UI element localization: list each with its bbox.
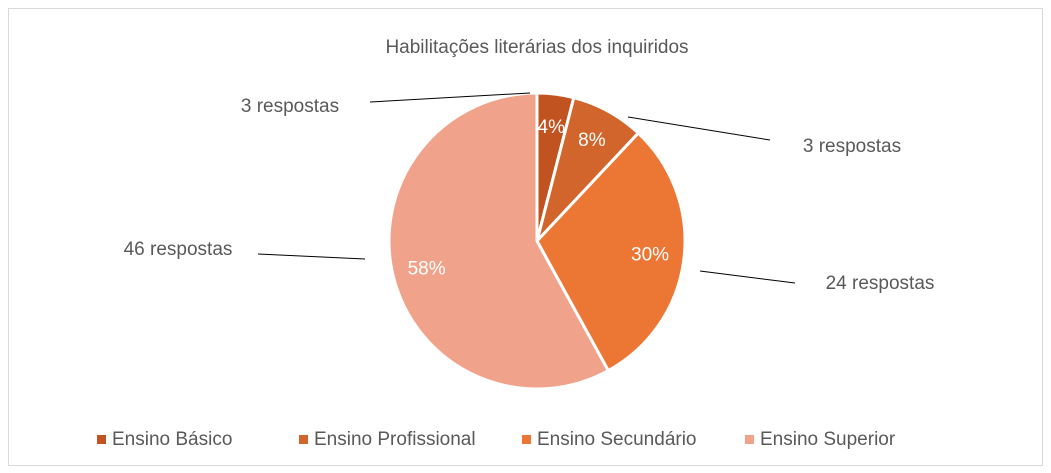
legend-label: Ensino Superior (760, 429, 896, 450)
chart-title: Habilitações literárias dos inquiridos (385, 37, 688, 58)
pie-slice (387, 91, 611, 391)
annotation: 46 respostas (124, 239, 233, 260)
legend-swatch (97, 435, 106, 444)
annotation: 24 respostas (826, 273, 935, 294)
leader-line (369, 92, 531, 103)
pie-slice (535, 130, 687, 373)
legend-label: Ensino Secundário (537, 429, 697, 450)
legend-swatch (745, 435, 754, 444)
legend-label: Ensino Profissional (314, 429, 476, 450)
legend-label: Ensino Básico (112, 429, 232, 450)
leader-line (627, 116, 771, 141)
data-label: 4% (538, 117, 566, 138)
leader-line (257, 253, 366, 260)
annotation: 3 respostas (803, 136, 901, 157)
data-label: 30% (631, 244, 669, 265)
data-label: 58% (408, 258, 446, 279)
data-label: 8% (578, 130, 606, 151)
legend-swatch (522, 435, 531, 444)
leader-line (699, 270, 796, 284)
legend-swatch (299, 435, 308, 444)
annotation: 3 respostas (241, 96, 339, 117)
